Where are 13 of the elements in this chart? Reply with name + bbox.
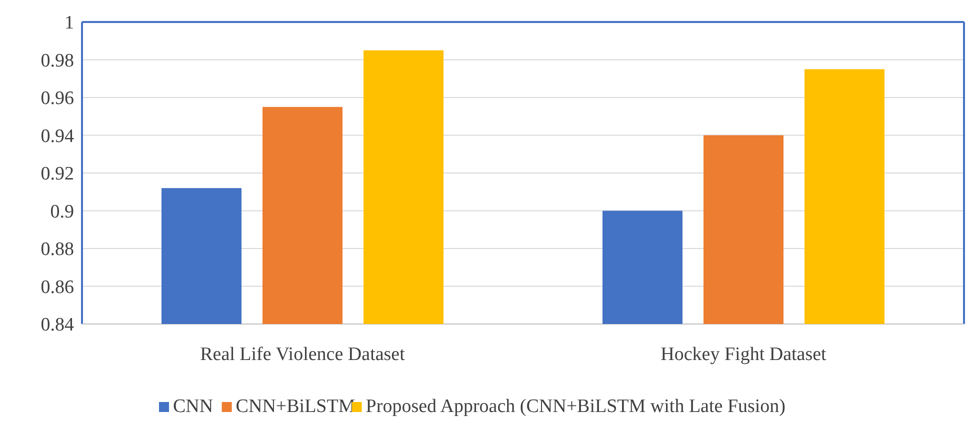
y-tick-label: 0.92 — [40, 164, 74, 185]
y-tick-label: 0.84 — [40, 314, 74, 336]
x-tick-label: Real Life Violence Dataset — [200, 344, 406, 365]
y-tick-label: 0.88 — [40, 239, 74, 260]
y-tick-label: 1 — [64, 12, 74, 34]
y-tick-label: 0.9 — [50, 201, 74, 222]
y-tick-label: 0.86 — [40, 276, 74, 298]
y-tick-label: 0.94 — [40, 126, 74, 147]
legend-label: CNN — [173, 396, 214, 417]
legend-label: Proposed Approach (CNN+BiLSTM with Late Fusion) — [366, 396, 786, 417]
x-tick-label: Hockey Fight Dataset — [660, 344, 828, 365]
y-tick-label: 0.96 — [40, 88, 74, 110]
y-tick-label: 0.98 — [40, 50, 74, 72]
